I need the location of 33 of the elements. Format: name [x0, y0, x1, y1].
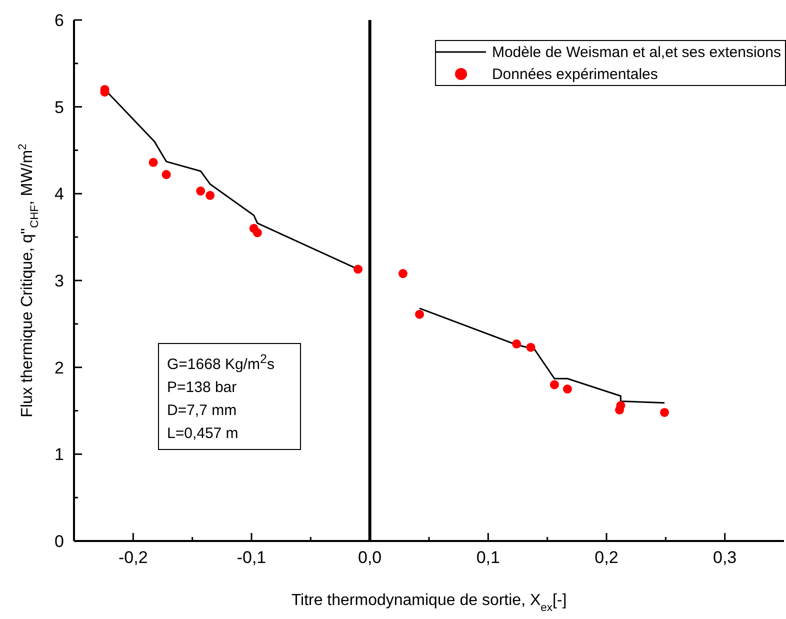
legend-label: Données expérimentales: [492, 66, 658, 82]
y-tick-label: 0: [54, 532, 64, 551]
x-tick-label: -0,1: [236, 548, 266, 567]
annotation: P=138 bar: [167, 378, 238, 398]
y-tick-label: 1: [54, 445, 64, 464]
point: [252, 228, 262, 238]
point: [660, 408, 669, 417]
point: [148, 158, 158, 167]
annotation: G=1668 Kg/m$^{2}$s: [167, 351, 276, 375]
x-tick-label: 0,2: [594, 548, 618, 567]
y-tick-label: 5: [54, 98, 64, 117]
point: [162, 170, 171, 180]
point: [526, 342, 536, 352]
y-tick-label: 2: [54, 358, 64, 378]
point: [550, 380, 559, 390]
x-axis-title: Titre thermodynamique de sortie, X$_{ex}$[-]: [291, 592, 567, 614]
x-tick-label: 0,3: [713, 548, 737, 567]
y-tick-label: 3: [54, 272, 64, 290]
point: [353, 264, 363, 274]
annotation: D=7,7 mm: [167, 401, 238, 421]
y-tick-label: 4: [54, 184, 64, 204]
legend-label: Modèle de Weisman et al,et ses extensions: [492, 44, 781, 60]
point: [398, 269, 408, 278]
point: [415, 310, 424, 319]
annotation: L=0,457 m: [167, 424, 240, 444]
y-tick-label: 6: [54, 11, 64, 30]
x-tick-label: 0,1: [476, 548, 500, 567]
x-tick-label: -0,2: [118, 548, 148, 567]
point: [562, 384, 572, 394]
point: [206, 190, 215, 200]
point: [512, 339, 522, 348]
x-tick-label: 0,0: [358, 548, 382, 567]
point: [196, 186, 206, 196]
